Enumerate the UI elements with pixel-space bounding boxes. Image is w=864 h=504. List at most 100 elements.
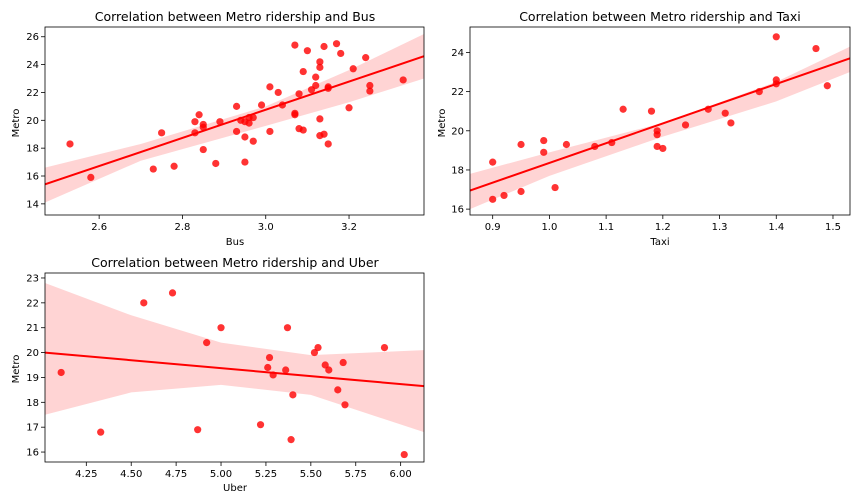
data-point: [66, 140, 74, 148]
x-tick-label: 1.5: [825, 222, 841, 233]
data-point: [591, 142, 599, 151]
x-axis-label: Bus: [226, 237, 244, 248]
y-tick-label: 22: [451, 87, 464, 98]
data-point: [704, 105, 712, 113]
y-tick-label: 19: [26, 373, 39, 384]
data-point: [489, 158, 497, 166]
data-point: [325, 366, 333, 374]
data-point: [266, 127, 274, 136]
data-point: [345, 104, 353, 112]
y-tick-label: 20: [26, 348, 39, 359]
data-point: [755, 88, 763, 96]
x-tick-label: 0.9: [485, 222, 501, 233]
data-point: [158, 129, 166, 137]
data-point: [199, 145, 207, 154]
chart-title: Correlation between Metro ridership and …: [519, 9, 801, 24]
data-point: [140, 299, 148, 307]
data-point: [287, 436, 295, 444]
data-point: [320, 130, 328, 138]
y-tick-label: 26: [26, 32, 39, 43]
confidence-band: [470, 46, 850, 210]
plot-frame: [469, 26, 851, 216]
data-point: [380, 344, 389, 352]
y-tick-label: 16: [451, 205, 464, 216]
confidence-band: [45, 282, 424, 433]
data-point: [332, 40, 341, 48]
data-point: [269, 371, 277, 379]
data-point: [266, 83, 274, 91]
x-tick-label: 1.2: [655, 222, 671, 233]
data-point: [97, 428, 105, 436]
data-point: [316, 63, 324, 71]
x-tick-label: 5.75: [345, 469, 367, 480]
y-tick-label: 16: [26, 448, 39, 459]
chart-title: Correlation between Metro ridership and …: [95, 9, 375, 24]
y-tick-label: 18: [451, 165, 464, 176]
plot-frame: [44, 272, 425, 463]
data-point: [203, 339, 211, 347]
panel-bus: Correlation between Metro ridership and …: [11, 9, 425, 248]
data-point: [299, 67, 307, 76]
data-point: [727, 119, 735, 127]
x-tick-label: 2.6: [91, 222, 107, 233]
data-point: [653, 131, 661, 139]
data-point: [349, 65, 357, 73]
data-point: [316, 58, 324, 66]
y-tick-label: 22: [26, 88, 39, 99]
x-tick-label: 1.0: [541, 222, 557, 233]
data-point: [812, 44, 820, 53]
data-point: [314, 344, 322, 352]
data-point: [540, 136, 548, 145]
data-point: [312, 81, 320, 90]
x-tick-label: 1.3: [712, 222, 728, 233]
data-point: [659, 144, 667, 153]
data-point: [540, 148, 548, 156]
confidence-band: [45, 33, 424, 203]
data-point: [337, 49, 345, 58]
data-point: [241, 158, 249, 166]
data-point: [312, 73, 320, 81]
data-point: [303, 47, 311, 55]
data-point: [245, 119, 253, 127]
y-tick-label: 24: [26, 60, 39, 71]
data-point: [653, 142, 661, 151]
data-point: [681, 121, 690, 129]
data-point: [256, 421, 265, 429]
data-point: [316, 115, 324, 123]
data-point: [324, 84, 332, 92]
data-point: [400, 450, 408, 459]
data-point: [489, 195, 497, 203]
data-point: [310, 348, 319, 357]
y-tick-label: 18: [26, 144, 39, 155]
y-tick-label: 16: [26, 172, 39, 183]
data-point: [274, 88, 282, 97]
data-point: [217, 324, 225, 332]
data-point: [299, 126, 307, 134]
data-point: [295, 90, 303, 98]
data-point: [366, 87, 374, 95]
data-point: [170, 162, 178, 170]
data-point: [320, 42, 328, 51]
data-point: [278, 101, 286, 109]
data-point: [608, 138, 616, 147]
data-point: [282, 366, 290, 374]
data-point: [283, 324, 292, 332]
x-tick-label: 4.75: [165, 469, 187, 480]
plot-frame: [44, 26, 425, 216]
plot-area: 2.6 2.8 3.0 3.2 14 16 18 20 22 24 26: [26, 26, 425, 233]
data-point: [334, 386, 342, 394]
x-tick-label: 6.00: [390, 469, 412, 480]
y-tick-label: 18: [26, 398, 39, 409]
x-axis-label: Uber: [223, 483, 248, 494]
data-point: [87, 173, 95, 181]
data-point: [772, 80, 780, 88]
x-tick-label: 5.50: [300, 469, 322, 480]
data-point: [57, 368, 65, 377]
data-point: [264, 363, 272, 372]
data-point: [647, 107, 656, 115]
x-tick-label: 1.1: [598, 222, 614, 233]
data-point: [194, 426, 202, 434]
data-point: [399, 76, 407, 84]
data-point: [721, 109, 729, 117]
